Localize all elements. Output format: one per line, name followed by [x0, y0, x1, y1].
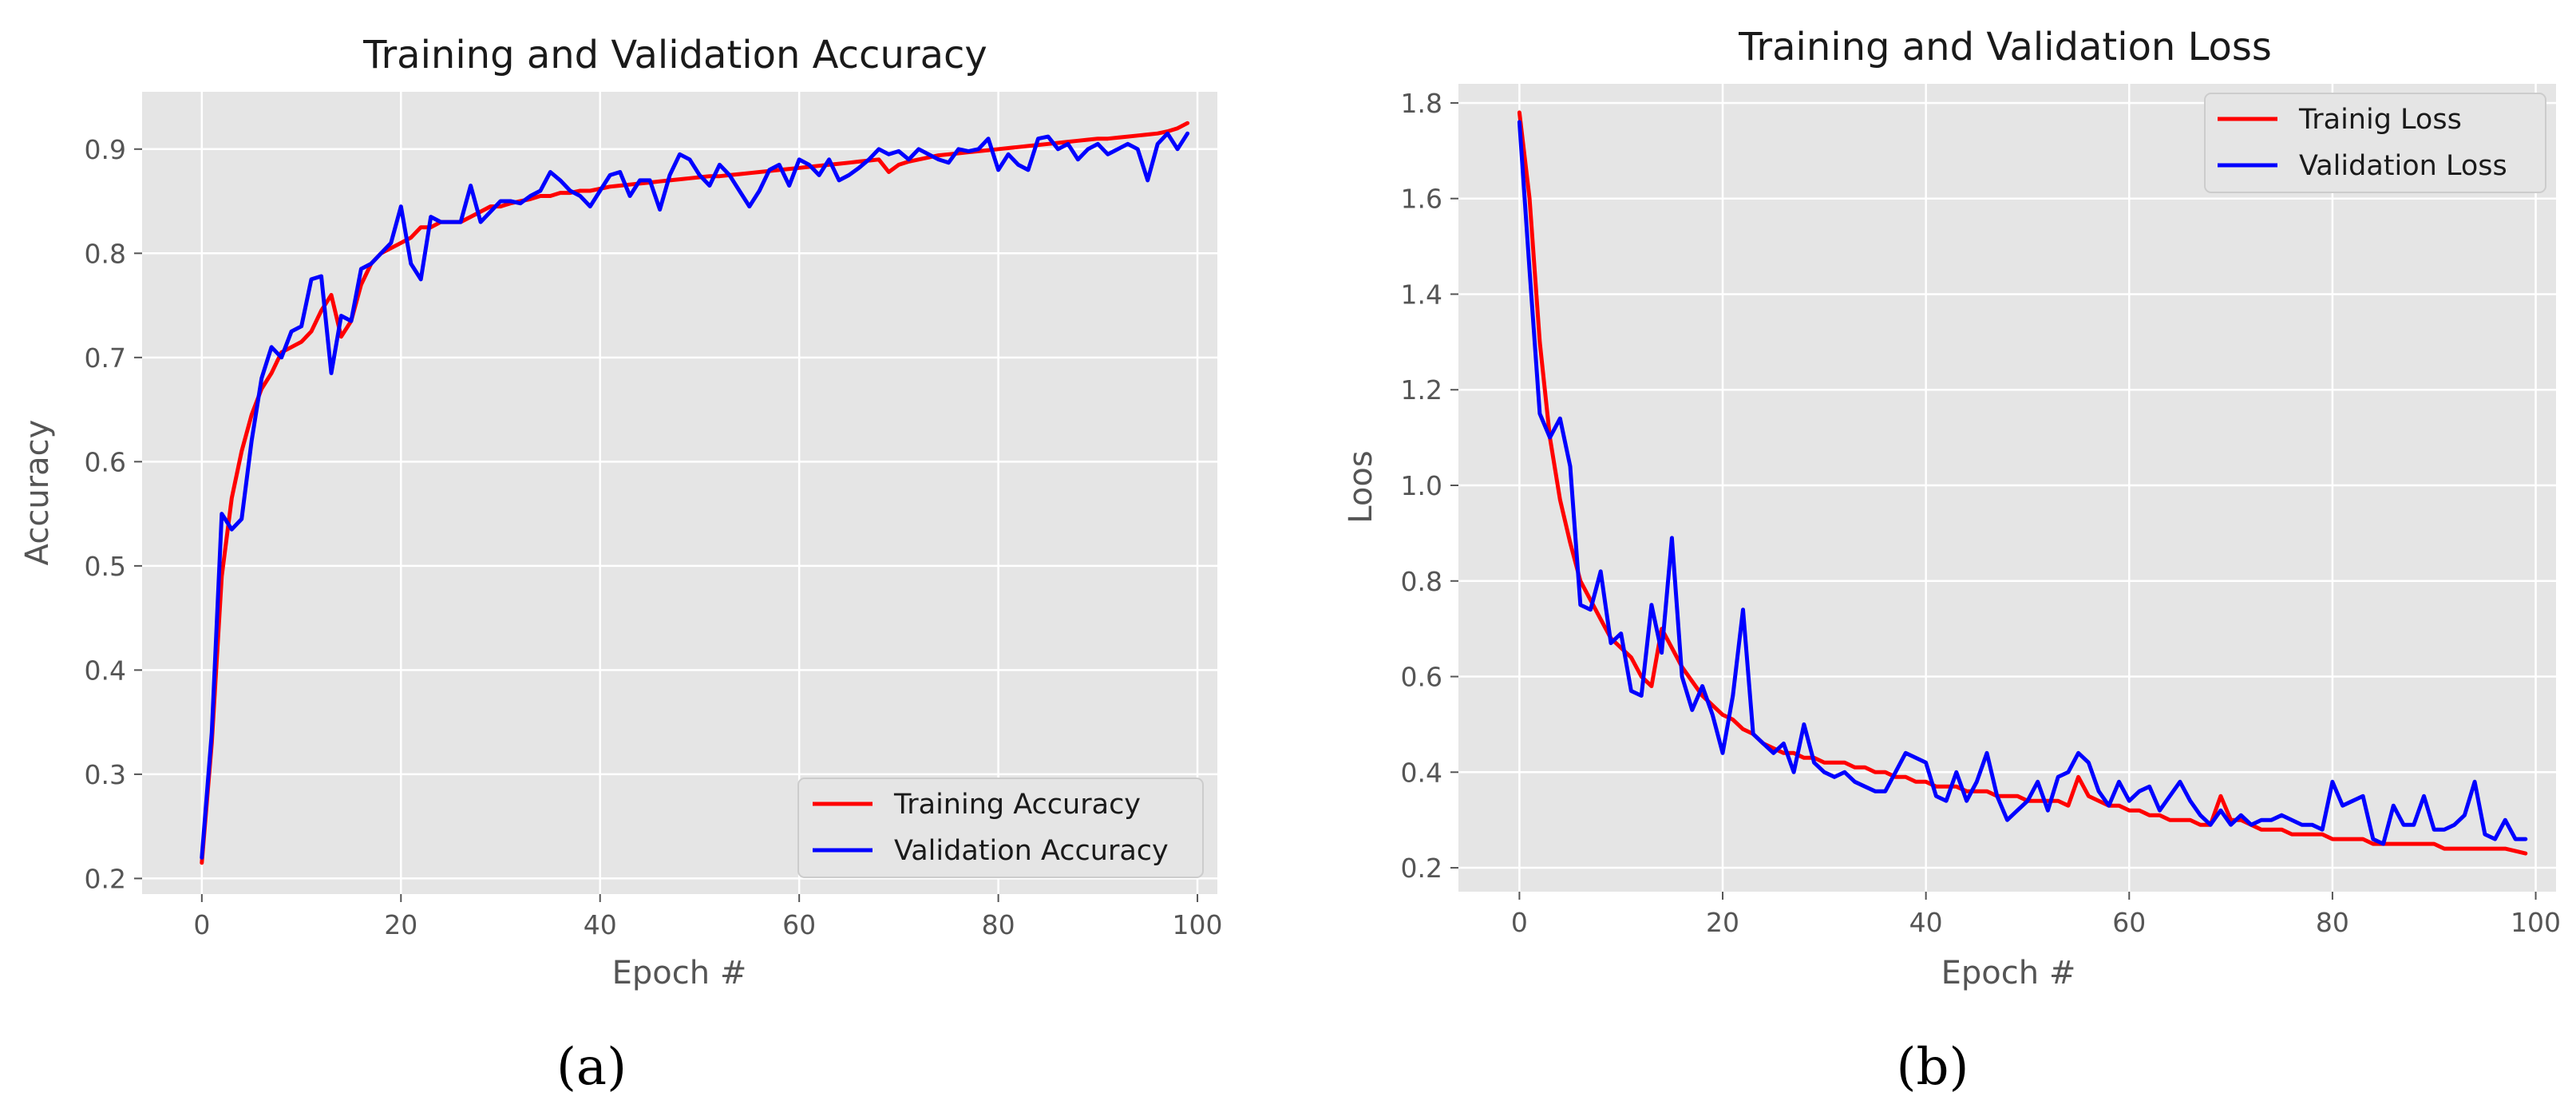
accuracy-chart-title: Training and Validation Accuracy	[362, 33, 987, 77]
loss-ticks: 0 20 40 60 80 100 0.2 0.4 0.6 0.8 1.0 1.2 1.4 1.6 1.8	[1401, 88, 2562, 938]
loss-x-tick-label: 60	[2112, 907, 2146, 938]
loss-x-axis-label: Epoch #	[1941, 955, 2076, 991]
loss-y-tick-label: 0.4	[1401, 757, 1442, 788]
accuracy-chart: Training and Validation Accuracy 0 20 40 60…	[19, 33, 1223, 1097]
accuracy-y-axis-label: Accuracy	[19, 420, 56, 566]
accuracy-legend-box	[797, 778, 1204, 878]
accuracy-plot-area	[142, 92, 1217, 894]
accuracy-y-tick-label: 0.5	[85, 551, 126, 582]
accuracy-x-tick-label: 20	[384, 909, 417, 940]
accuracy-series-line-validation	[200, 131, 1190, 860]
accuracy-x-tick-label: 100	[1173, 909, 1223, 940]
accuracy-x-axis-label: Epoch #	[612, 955, 747, 991]
accuracy-x-tick-label: 60	[782, 909, 816, 940]
loss-x-tick-label: 100	[2511, 907, 2561, 938]
accuracy-legend-label-validation: Validation Accuracy	[894, 835, 1169, 867]
accuracy-y-tick-label: 0.9	[85, 134, 126, 165]
accuracy-legend: Training Accuracy Validation Accuracy	[797, 778, 1204, 878]
accuracy-y-tick-label: 0.8	[85, 238, 126, 269]
loss-series-line-training	[1517, 110, 2528, 856]
accuracy-gridlines	[142, 92, 1217, 894]
loss-y-tick-label: 1.0	[1401, 470, 1442, 501]
accuracy-caption: (a)	[556, 1038, 627, 1097]
loss-series-line-validation	[1517, 120, 2528, 846]
loss-x-tick-label: 20	[1706, 907, 1739, 938]
loss-legend-label-training: Trainig Loss	[2298, 104, 2462, 136]
loss-legend: Trainig Loss Validation Loss	[2204, 93, 2546, 193]
accuracy-x-tick-label: 40	[584, 909, 617, 940]
accuracy-legend-label-training: Training Accuracy	[893, 789, 1141, 821]
accuracy-y-tick-label: 0.3	[85, 759, 126, 790]
loss-x-tick-label: 80	[2316, 907, 2349, 938]
accuracy-y-tick-label: 0.4	[85, 655, 126, 686]
loss-x-tick-label: 0	[1511, 907, 1528, 938]
loss-y-tick-label: 0.8	[1401, 566, 1442, 597]
loss-series	[1517, 110, 2528, 856]
loss-caption: (b)	[1897, 1038, 1969, 1097]
accuracy-series-line-training	[200, 121, 1190, 865]
accuracy-ticks: 0 20 40 60 80 100 0.2 0.3 0.4 0.5 0.6 0.7 0.8 0.9	[85, 134, 1223, 940]
loss-legend-box	[2204, 93, 2546, 193]
loss-legend-label-validation: Validation Loss	[2299, 150, 2507, 182]
accuracy-y-tick-label: 0.7	[85, 342, 126, 374]
loss-x-tick-label: 40	[1909, 907, 1943, 938]
loss-plot-area	[1458, 84, 2556, 892]
accuracy-x-tick-label: 0	[193, 909, 210, 940]
accuracy-x-tick-label: 80	[982, 909, 1015, 940]
accuracy-y-tick-label: 0.6	[85, 446, 126, 477]
accuracy-y-tick-label: 0.2	[85, 863, 126, 894]
loss-y-tick-label: 1.8	[1401, 88, 1442, 119]
loss-y-tick-label: 0.6	[1401, 662, 1442, 693]
loss-y-axis-label: Loos	[1343, 450, 1379, 523]
loss-y-tick-label: 1.4	[1401, 279, 1442, 310]
loss-chart-title: Training and Validation Loss	[1738, 25, 2272, 69]
loss-y-tick-label: 1.2	[1401, 374, 1442, 406]
loss-y-tick-label: 0.2	[1401, 853, 1442, 884]
accuracy-series	[200, 121, 1190, 865]
loss-chart: Training and Validation Loss 0 20 40 60 80 10…	[1343, 25, 2561, 1097]
loss-y-tick-label: 1.6	[1401, 184, 1442, 215]
